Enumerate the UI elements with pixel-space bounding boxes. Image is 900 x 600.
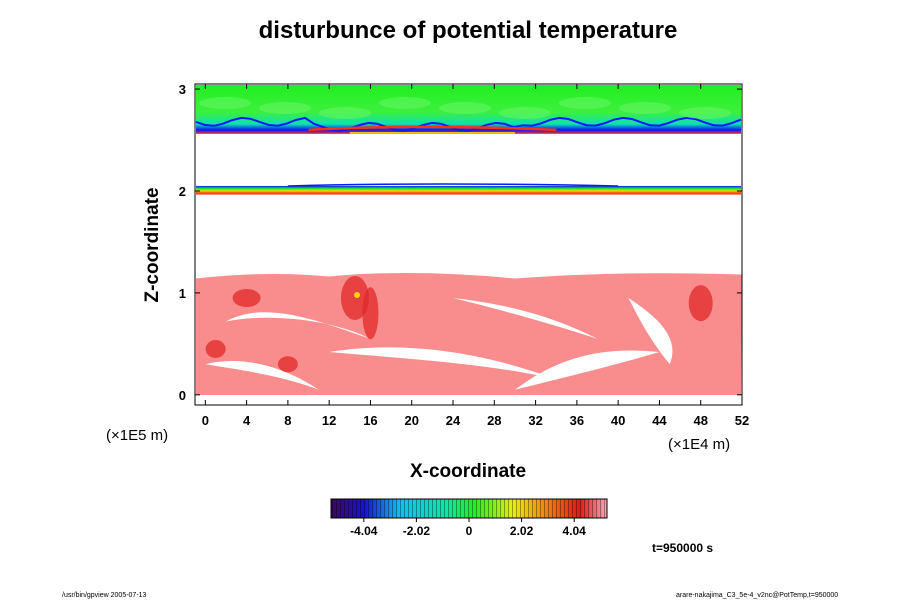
x-tick-label: 32 <box>528 413 542 428</box>
warm-plume <box>362 287 379 340</box>
plot-frame <box>194 83 743 406</box>
upper-layer-cell <box>319 107 371 119</box>
x-tick-label: 0 <box>202 413 209 428</box>
colorbar-ticks: -4.04 -2.02 0 2.02 4.04 <box>350 518 586 538</box>
x-axis-label: X-coordinate <box>410 461 526 482</box>
x-tick-label: 4 <box>243 413 251 428</box>
x-tick-label: 8 <box>284 413 291 428</box>
upper-layer-cell <box>679 107 731 119</box>
y-tick-label: 3 <box>179 82 186 97</box>
y-axis: 0 1 2 3 <box>179 82 742 403</box>
thin-band-bulge <box>287 183 619 187</box>
upper-layer-cell <box>379 97 431 109</box>
x-tick-label: 20 <box>405 413 419 428</box>
warm-plume <box>340 276 369 320</box>
lower-layer-gap <box>628 298 673 365</box>
upper-layer-cell <box>559 97 611 109</box>
colorbar-tick-label: -4.04 <box>350 524 378 538</box>
x-tick-label: 16 <box>363 413 377 428</box>
colorbar-tick-label: 2.02 <box>510 524 534 538</box>
footer-right: arare-nakajima_C3_5e-4_v2nc@PotTemp,t=95… <box>676 592 838 599</box>
colorbar-tick-label: -2.02 <box>403 524 431 538</box>
lower-layer-gap <box>225 312 371 339</box>
upper-layer-interface <box>195 116 742 132</box>
lower-layer-gap <box>514 350 660 390</box>
x-tick-label: 24 <box>446 413 461 428</box>
upper-layer-cell <box>619 102 671 114</box>
colorbar: -4.04 -2.02 0 2.02 4.04 <box>330 498 608 538</box>
warm-plume <box>205 339 226 358</box>
warm-plume <box>232 289 261 307</box>
x-tick-label: 28 <box>487 413 501 428</box>
upper-layer-cell <box>259 102 311 114</box>
lower-layer-gap <box>205 360 319 390</box>
x-tick-label: 52 <box>735 413 749 428</box>
x-tick-label: 36 <box>570 413 584 428</box>
data-field <box>195 85 742 395</box>
upper-layer-warm-streak <box>308 125 557 132</box>
x-tick-label: 44 <box>652 413 667 428</box>
y-tick-label: 1 <box>179 286 186 301</box>
y-scale-note: (×1E5 m) <box>106 427 168 444</box>
warm-plume <box>688 285 713 322</box>
y-axis-label: Z-coordinate <box>142 187 163 302</box>
upper-layer-cell <box>439 102 491 114</box>
y-tick-label: 0 <box>179 388 186 403</box>
colorbar-tick-label: 0 <box>466 524 473 538</box>
colorbar-tick-label: 4.04 <box>563 524 587 538</box>
upper-layer-cell <box>499 107 551 119</box>
colorbar-stripes <box>331 499 607 518</box>
y-tick-label: 2 <box>179 184 186 199</box>
x-tick-label: 12 <box>322 413 336 428</box>
warm-plume-core <box>354 291 361 298</box>
time-label: t=950000 s <box>652 541 713 555</box>
footer-left: /usr/bin/gpview 2005-07-13 <box>62 592 147 599</box>
chart-title: disturbunce of potential temperature <box>259 17 678 44</box>
x-scale-note: (×1E4 m) <box>668 436 730 453</box>
thin-band-field <box>196 185 741 196</box>
warm-plume <box>277 356 298 373</box>
x-axis: 0 4 8 12 16 20 24 28 32 36 40 44 48 52 <box>202 84 749 428</box>
x-tick-label: 48 <box>693 413 707 428</box>
lower-layer-gap <box>329 347 557 380</box>
upper-layer-cell <box>199 97 251 109</box>
x-tick-label: 40 <box>611 413 625 428</box>
